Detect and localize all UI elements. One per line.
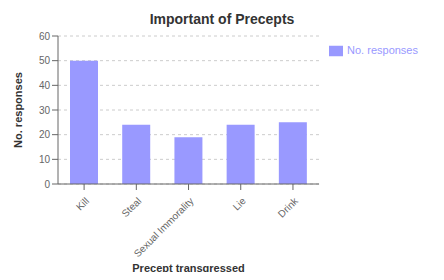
svg-text:Precept transgressed: Precept transgressed [132, 262, 245, 272]
svg-text:Sexual Immorality: Sexual Immorality [132, 195, 196, 259]
svg-text:40: 40 [39, 80, 51, 91]
html-text:Important of Precepts: Important of Precepts [149, 11, 295, 27]
svg-text:Drink: Drink [276, 195, 301, 220]
html-text:No. responses: No. responses [347, 44, 418, 56]
svg-text:Kill: Kill [74, 195, 91, 212]
svg-text:Lie: Lie [231, 195, 249, 213]
svg-text:50: 50 [39, 55, 51, 66]
svg-text:20: 20 [39, 129, 51, 140]
svg-text:0: 0 [44, 179, 50, 190]
svg-text:10: 10 [39, 154, 51, 165]
svg-text:Steal: Steal [119, 195, 143, 219]
svg-text:30: 30 [39, 105, 51, 116]
svg-text:No. responses: No. responses [12, 72, 24, 148]
svg-text:60: 60 [39, 31, 51, 42]
